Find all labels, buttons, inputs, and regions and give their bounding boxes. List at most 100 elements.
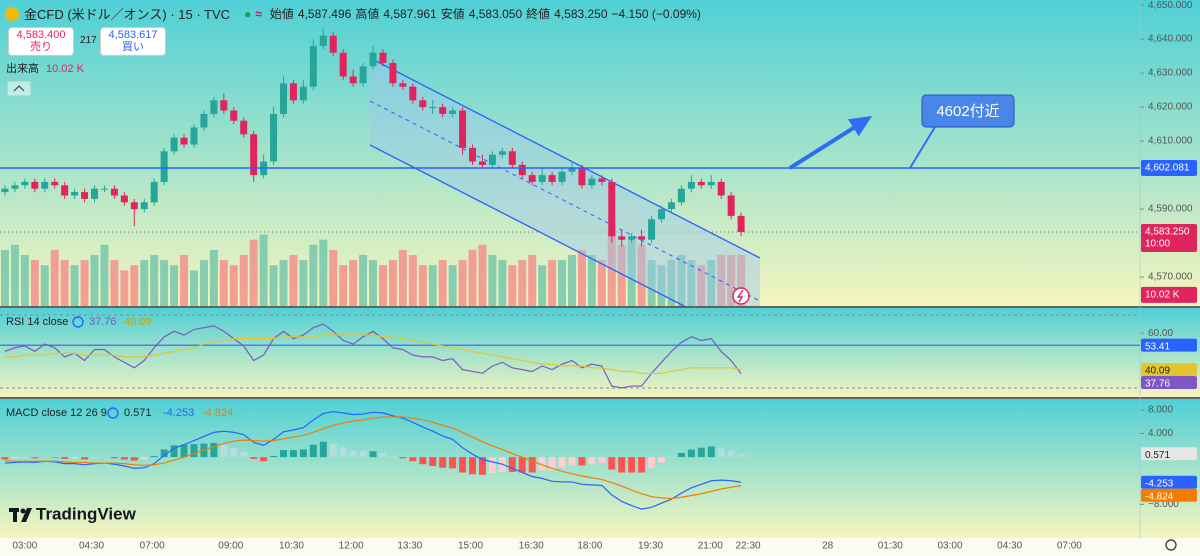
histogram-bar bbox=[289, 450, 297, 458]
volume-bar bbox=[428, 265, 437, 306]
logo-part bbox=[21, 508, 32, 522]
rsi-ma-legend-value: 40.09 bbox=[124, 316, 152, 328]
y-tick-label: 4,640.000 bbox=[1148, 34, 1193, 45]
volume-bar bbox=[349, 260, 358, 306]
volume-bar bbox=[279, 260, 288, 306]
price-tag-label: 40.09 bbox=[1145, 366, 1170, 377]
volume-bar bbox=[120, 270, 129, 306]
volume-bar bbox=[518, 260, 527, 306]
ohlc-label: 始値 bbox=[269, 7, 294, 21]
candle-body bbox=[200, 113, 208, 128]
channel-fill bbox=[370, 58, 760, 306]
histogram-bar bbox=[658, 457, 666, 463]
candle-body bbox=[319, 35, 327, 46]
histogram-bar bbox=[538, 457, 546, 471]
price-tag bbox=[1141, 338, 1197, 352]
brand-text: TradingView bbox=[36, 504, 137, 523]
candle-body bbox=[588, 178, 596, 186]
candle-body bbox=[628, 236, 636, 240]
histogram-bar bbox=[280, 450, 288, 458]
histogram-bar bbox=[210, 442, 218, 458]
candle-body bbox=[220, 100, 228, 111]
price-tag bbox=[1141, 375, 1197, 389]
y-tick-label: 4,570.000 bbox=[1148, 272, 1193, 283]
volume-bar bbox=[10, 244, 19, 306]
candle-body bbox=[727, 195, 735, 216]
y-tick-label: 60.00 bbox=[1148, 328, 1173, 339]
channel-line bbox=[369, 57, 761, 259]
histogram-bar bbox=[478, 457, 486, 475]
collapse-button[interactable] bbox=[6, 80, 32, 97]
y-tick-label: 4,620.000 bbox=[1148, 102, 1193, 113]
candle-body bbox=[120, 195, 128, 203]
candle-body bbox=[299, 86, 307, 101]
x-tick-label: 16:30 bbox=[519, 541, 544, 552]
histogram-bar bbox=[548, 457, 556, 471]
histogram-bar bbox=[359, 451, 367, 458]
volume-bar bbox=[677, 255, 686, 306]
callout-text: 4602付近 bbox=[936, 103, 999, 120]
volume-bar bbox=[110, 260, 119, 306]
histogram-bar bbox=[309, 444, 317, 458]
candle-body bbox=[608, 181, 616, 237]
status-dot: ● bbox=[244, 6, 252, 21]
histogram-bar bbox=[1, 457, 9, 460]
macd-legend-value: -4.253 bbox=[163, 407, 194, 419]
volume-bar bbox=[150, 255, 159, 306]
candle-body bbox=[180, 137, 188, 145]
candle-body bbox=[349, 76, 357, 84]
time-axis bbox=[0, 538, 1200, 556]
volume-bar bbox=[597, 260, 606, 306]
ohlc-label: 高値 bbox=[355, 7, 380, 21]
candle-body bbox=[469, 147, 477, 162]
x-tick-label: 03:00 bbox=[12, 541, 37, 552]
x-tick-label: 07:00 bbox=[140, 541, 165, 552]
candle-body bbox=[150, 181, 158, 203]
candle-body bbox=[528, 175, 536, 182]
candle-body bbox=[359, 66, 367, 84]
volume-bar bbox=[0, 249, 9, 306]
histogram-bar bbox=[638, 457, 646, 473]
macd-hist-legend-value: 0.571 bbox=[124, 407, 152, 419]
indicator-icon[interactable] bbox=[107, 407, 119, 419]
x-tick-label: 22:30 bbox=[736, 541, 761, 552]
candle-body bbox=[379, 52, 387, 63]
volume-bar bbox=[299, 260, 308, 306]
histogram-bar bbox=[61, 457, 69, 459]
indicator-line bbox=[4, 334, 742, 374]
histogram-bar bbox=[528, 457, 536, 473]
candle-body bbox=[687, 181, 695, 189]
volume-title: 出来高 bbox=[6, 61, 39, 75]
price-tag-label: 4,583.250 bbox=[1145, 227, 1190, 238]
x-tick-label: 21:00 bbox=[698, 541, 723, 552]
histogram-bar bbox=[180, 444, 188, 458]
volume-bar bbox=[30, 260, 39, 306]
volume-bar bbox=[209, 249, 218, 306]
change: −4.150 (−0.09%) bbox=[611, 6, 701, 21]
price-tag-label: 37.76 bbox=[1145, 379, 1170, 390]
histogram-bar bbox=[339, 447, 347, 458]
volume-bar bbox=[329, 249, 338, 306]
histogram-bar bbox=[687, 449, 695, 458]
candle-body bbox=[478, 161, 486, 165]
macd-pane bbox=[0, 399, 1200, 538]
candle-body bbox=[548, 175, 556, 182]
indicator-line bbox=[4, 411, 742, 510]
x-tick-label: 18:00 bbox=[577, 541, 602, 552]
candle-body bbox=[100, 188, 108, 190]
event-icon[interactable] bbox=[732, 287, 750, 305]
y-tick-label: 8.000 bbox=[1148, 405, 1173, 416]
histogram-bar bbox=[220, 444, 228, 458]
candle-body bbox=[648, 219, 656, 240]
histogram-bar bbox=[439, 457, 447, 468]
buy-button[interactable]: 4,583.617 買い bbox=[100, 27, 166, 56]
settings-icon[interactable] bbox=[1165, 539, 1177, 551]
y-tick-label: 4,590.000 bbox=[1148, 204, 1193, 215]
volume-bar bbox=[269, 265, 278, 306]
ohlc-label: 安値 bbox=[440, 7, 465, 21]
indicator-line bbox=[4, 323, 742, 389]
sell-button[interactable]: 4,583.400 売り bbox=[8, 27, 74, 56]
candle-body bbox=[677, 188, 685, 203]
histogram-bar bbox=[429, 457, 437, 466]
indicator-icon[interactable] bbox=[72, 316, 84, 328]
